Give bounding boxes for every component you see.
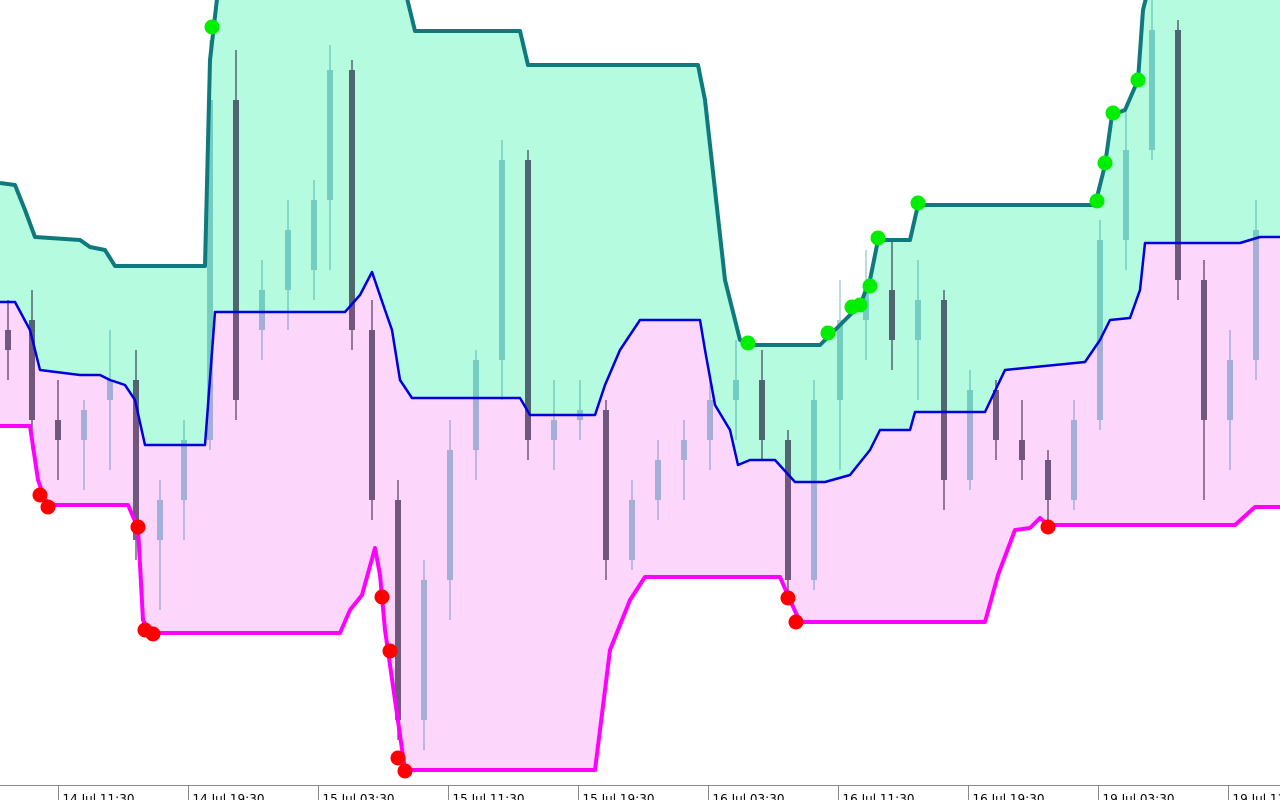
band-line [0, 235, 1280, 484]
signal-dot [1040, 519, 1056, 535]
candle-body [525, 160, 531, 440]
candle-body [473, 360, 479, 450]
candle-body [107, 380, 113, 400]
x-tick-label: 19 Jul 03:30 [1103, 792, 1175, 800]
candle-body [447, 450, 453, 580]
candle-body [81, 410, 87, 440]
signal-dot [374, 589, 390, 605]
signal-dot [145, 626, 161, 642]
candle-body [655, 460, 661, 500]
signal-dot [910, 195, 926, 211]
candle-body [181, 440, 187, 500]
candle-body [811, 400, 817, 580]
signal-dot [788, 614, 804, 630]
candle-body [421, 580, 427, 720]
x-tick-label: 16 Jul 11:30 [843, 792, 915, 800]
candle-body [733, 380, 739, 400]
candle-body [327, 70, 333, 200]
candle-body [29, 320, 35, 420]
candle-body [967, 390, 973, 480]
x-tick-label: 16 Jul 19:30 [973, 792, 1045, 800]
candle-body [157, 500, 163, 540]
signal-dot [1105, 105, 1121, 121]
candle-body [1253, 230, 1259, 360]
candle-body [915, 300, 921, 340]
candle-body [207, 100, 213, 440]
candle-body [1097, 240, 1103, 420]
candle-body [259, 290, 265, 330]
x-tick-label: 15 Jul 19:30 [583, 792, 655, 800]
candle-body [285, 230, 291, 290]
candle-body [1175, 30, 1181, 280]
candle-body [1149, 30, 1155, 150]
candle-body [1071, 420, 1077, 500]
candle-body [1019, 440, 1025, 460]
candle-body [55, 420, 61, 440]
signal-dot [390, 750, 406, 766]
candle-body [551, 420, 557, 440]
x-tick-label: 16 Jul 03:30 [713, 792, 785, 800]
signal-dot [397, 763, 413, 779]
x-tick-label: 15 Jul 11:30 [453, 792, 525, 800]
signal-dot [1130, 72, 1146, 88]
signal-dot [820, 325, 836, 341]
signal-dot [130, 519, 146, 535]
candle-body [707, 400, 713, 440]
candle-body [1227, 360, 1233, 420]
signal-dot [862, 278, 878, 294]
signal-dot [780, 590, 796, 606]
candle-body [499, 160, 505, 360]
candle-body [1045, 460, 1051, 500]
candle-body [629, 500, 635, 560]
candle-body [941, 300, 947, 480]
candle-body [311, 200, 317, 270]
x-tick-label: 19 Jul 11:30 [1233, 792, 1280, 800]
candle-body [1123, 150, 1129, 240]
signal-dot [1089, 193, 1105, 209]
signal-dot [852, 297, 868, 313]
signal-dot [1097, 155, 1113, 171]
signal-dot [204, 19, 220, 35]
candle-body [603, 410, 609, 560]
candle-body [681, 440, 687, 460]
signal-dot [32, 487, 48, 503]
candle-body [837, 320, 843, 400]
x-tick-label: 14 Jul 19:30 [193, 792, 265, 800]
x-tick-label: 15 Jul 03:30 [323, 792, 395, 800]
x-axis: 14 Jul 11:30 14 Jul 19:30 15 Jul 03:30 15 J… [0, 785, 1280, 800]
candle-body [1201, 280, 1207, 420]
candle-body [993, 390, 999, 440]
candle-body [5, 330, 11, 350]
candle-body [785, 440, 791, 580]
signal-dot [382, 643, 398, 659]
signal-dot [870, 230, 886, 246]
x-tick-label: 14 Jul 11:30 [63, 792, 135, 800]
candle-body [233, 100, 239, 400]
candle-body [349, 70, 355, 330]
candle-body [369, 330, 375, 500]
candle-body [889, 290, 895, 340]
candle-body [759, 380, 765, 440]
signal-dot [740, 335, 756, 351]
candle-body [395, 500, 401, 720]
band-fill [0, 426, 1280, 785]
signal-dot [40, 499, 56, 515]
candle-body [133, 380, 139, 540]
